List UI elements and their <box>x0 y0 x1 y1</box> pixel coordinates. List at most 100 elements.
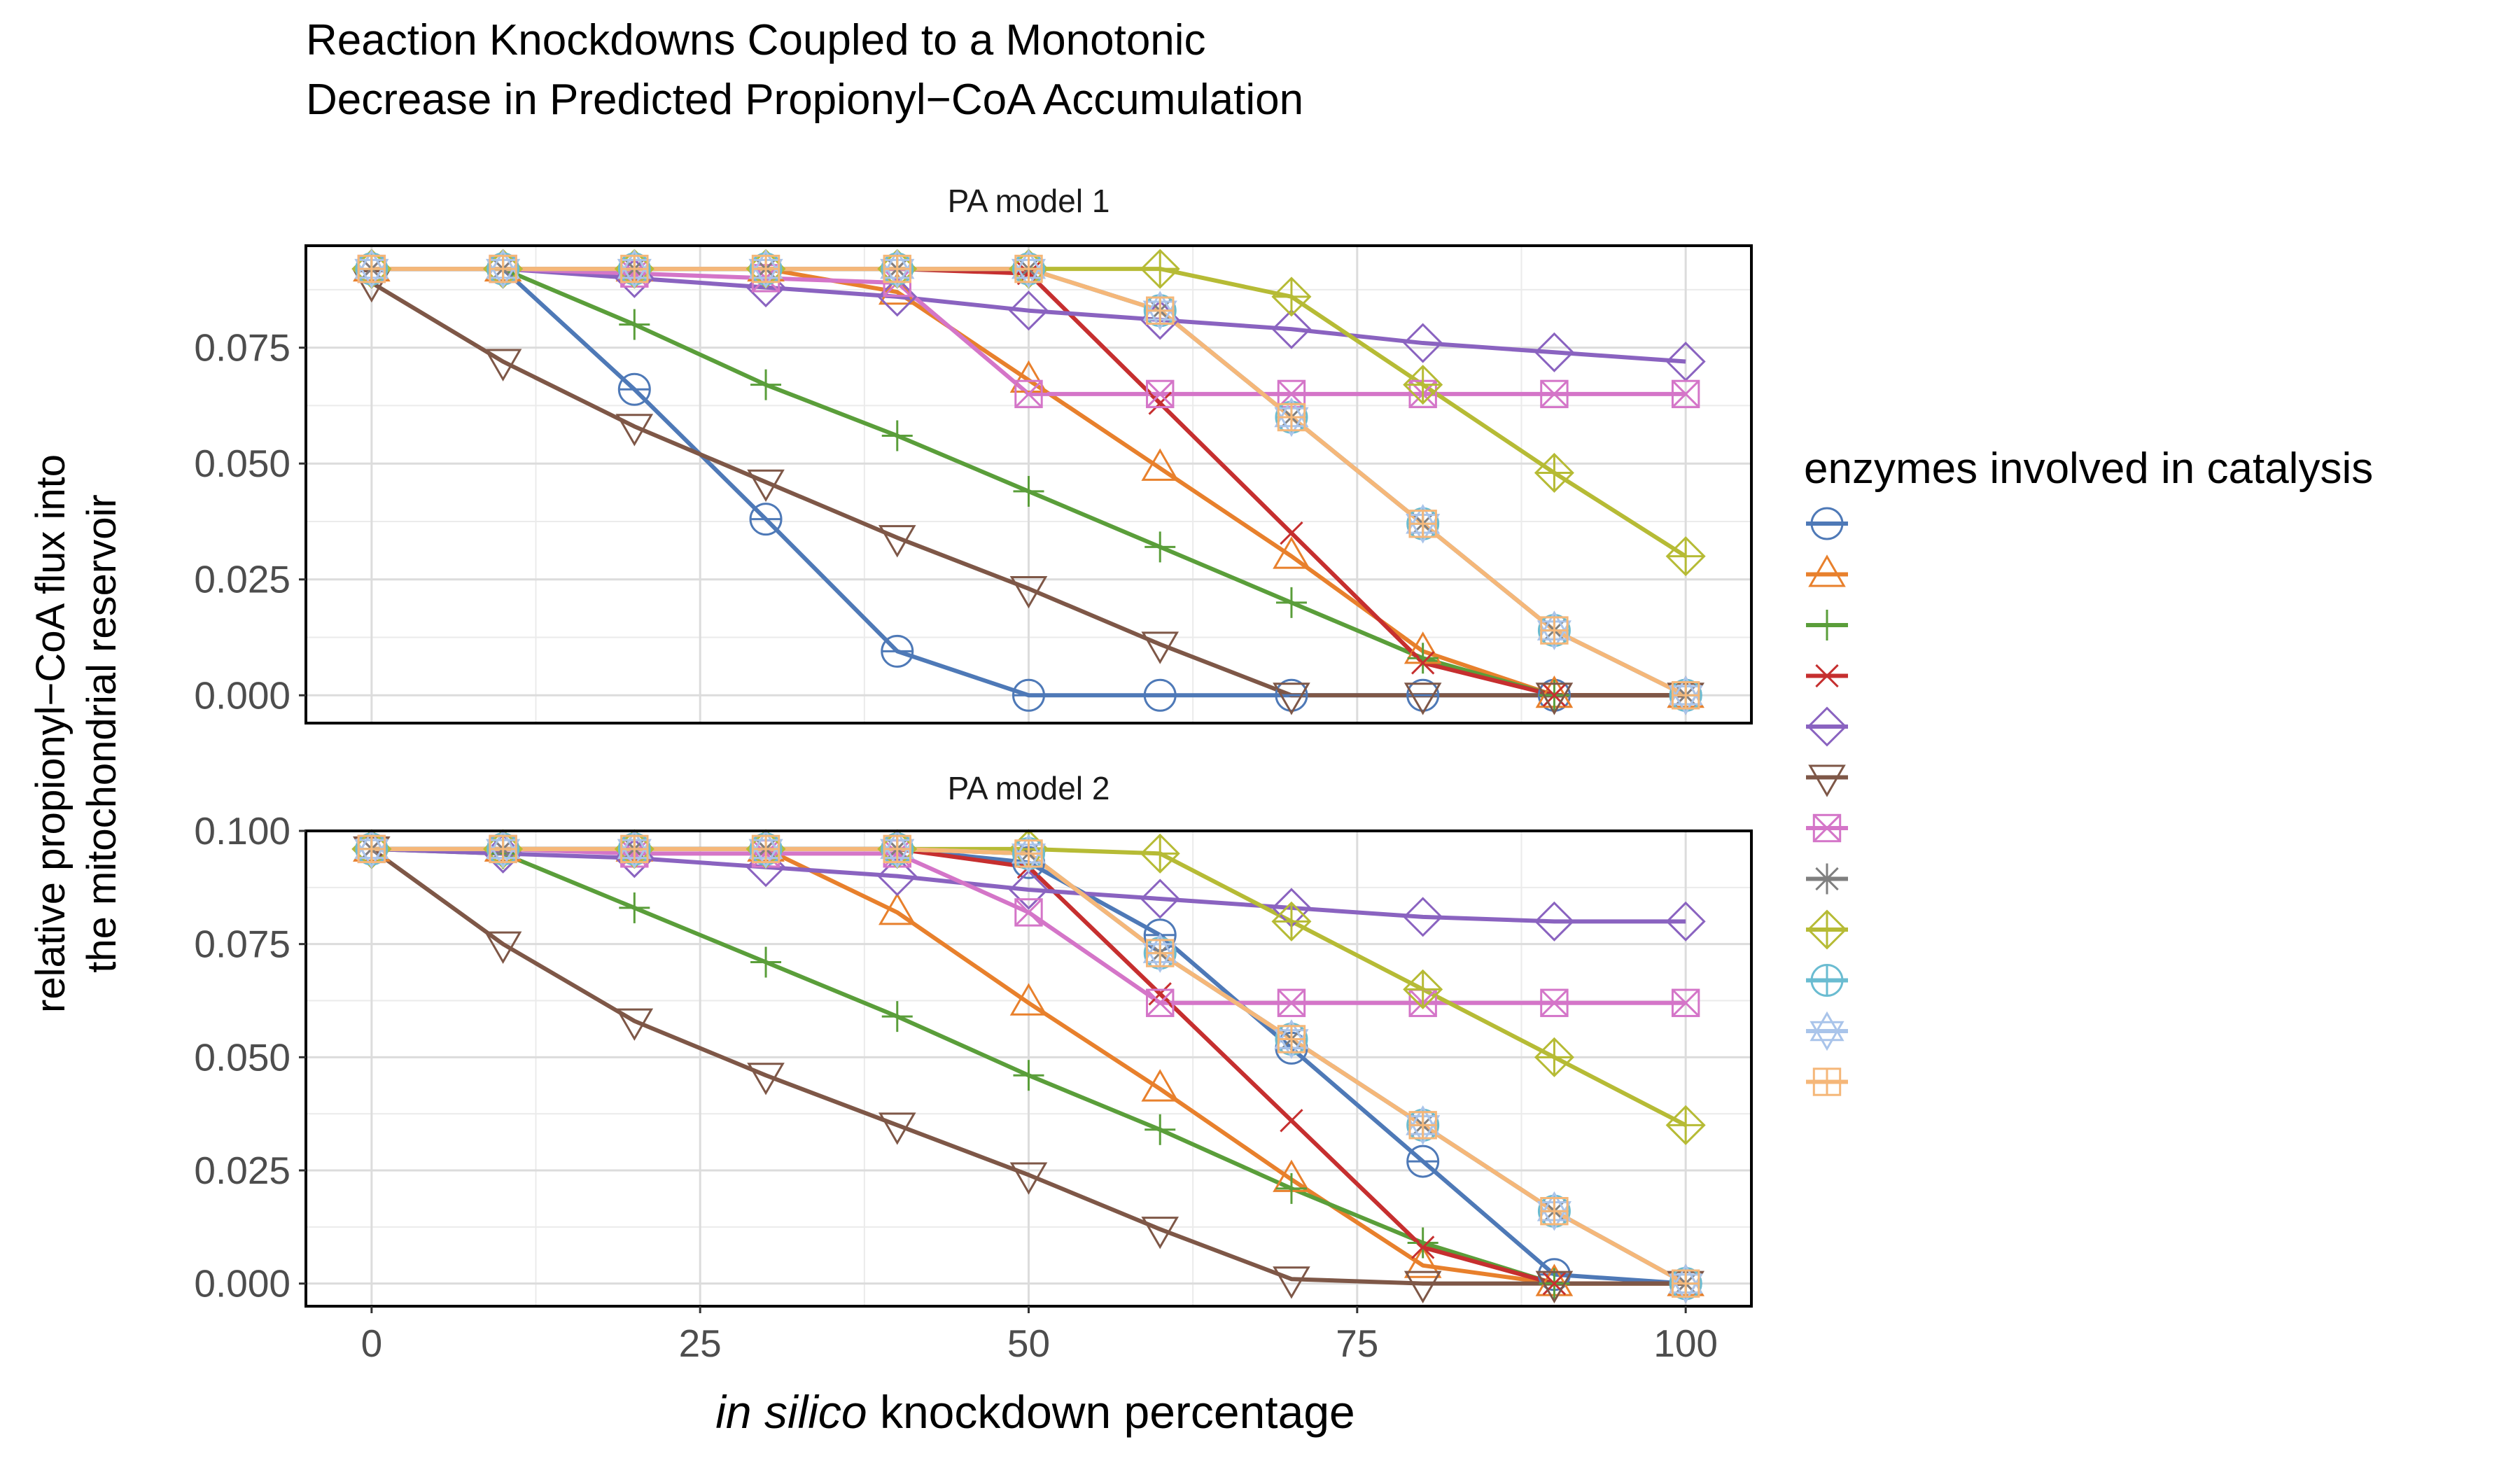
legend-key-7 <box>1806 813 1848 843</box>
y-tick-label: 0.075 <box>194 923 290 966</box>
y-tick-label: 0.000 <box>194 673 290 717</box>
data-point <box>1540 616 1569 645</box>
panel-strip-label: PA model 2 <box>948 770 1110 806</box>
data-point <box>747 1063 785 1096</box>
data-point <box>1148 391 1172 415</box>
data-point <box>1404 1270 1442 1303</box>
data-point <box>878 1112 916 1145</box>
data-point <box>1671 988 1700 1017</box>
data-point <box>751 254 780 284</box>
data-point <box>1403 323 1443 363</box>
x-axis-title-italic: in silico <box>715 1386 867 1438</box>
x-tick-label: 75 <box>1336 1322 1378 1365</box>
data-point <box>878 892 916 925</box>
x-axis-title-rest: knockdown percentage <box>867 1386 1355 1438</box>
data-point <box>615 414 654 447</box>
y-tick-label: 0.000 <box>194 1262 290 1306</box>
data-point <box>620 254 649 284</box>
data-point <box>1280 521 1303 545</box>
data-point <box>1407 1227 1438 1259</box>
data-point <box>1665 901 1706 941</box>
data-point <box>1009 360 1048 393</box>
data-point <box>1404 1245 1442 1278</box>
data-point <box>619 892 650 923</box>
data-point <box>751 834 780 864</box>
series-5 <box>371 267 1686 364</box>
data-point <box>1411 1236 1435 1259</box>
panel-1: PA model 1 0.000 0.025 0.050 0.075 <box>194 183 1753 724</box>
data-point <box>1146 296 1175 325</box>
series-5 <box>371 846 1686 924</box>
data-point <box>1280 1109 1303 1133</box>
data-point <box>1540 988 1569 1017</box>
data-point <box>489 254 517 284</box>
data-point <box>1535 1270 1574 1303</box>
x-tick-label: 100 <box>1653 1322 1718 1365</box>
data-point <box>1273 536 1310 569</box>
data-point <box>1275 1172 1307 1204</box>
series-12-markers <box>357 254 1700 710</box>
data-point <box>1542 1271 1567 1296</box>
data-point <box>1009 575 1048 609</box>
data-point <box>1144 531 1176 563</box>
panel-strip-label: PA model 1 <box>948 183 1110 219</box>
data-point <box>1014 379 1043 409</box>
data-point <box>883 834 911 864</box>
legend-key-2 <box>1806 554 1848 587</box>
legend-key-12 <box>1806 1068 1848 1096</box>
data-point <box>617 372 651 406</box>
data-point <box>877 856 918 897</box>
series-line <box>371 846 1686 924</box>
data-point <box>357 834 386 864</box>
data-point <box>881 634 914 668</box>
data-point <box>1141 631 1180 664</box>
data-point <box>1403 969 1443 1009</box>
data-point <box>1408 510 1437 538</box>
data-point <box>1014 254 1043 284</box>
data-point <box>1403 897 1443 937</box>
data-point <box>1144 1114 1176 1145</box>
legend-key-5 <box>1806 706 1848 747</box>
series-6 <box>370 847 1686 1286</box>
data-point <box>1146 379 1175 409</box>
data-point <box>1273 682 1310 715</box>
series-6 <box>370 281 1686 698</box>
data-point <box>1671 379 1700 409</box>
legend-keys <box>1806 507 1848 1096</box>
data-point <box>1014 898 1043 927</box>
data-point <box>615 1008 654 1041</box>
panel-border <box>304 244 1753 724</box>
data-point <box>1277 988 1306 1017</box>
y-tick-label: 0.050 <box>194 442 290 485</box>
x-tick-label: 0 <box>361 1322 383 1365</box>
data-point <box>1275 587 1307 618</box>
legend-key-9 <box>1806 909 1848 950</box>
data-point <box>1403 365 1443 405</box>
data-point <box>1271 276 1312 317</box>
data-point <box>1534 1037 1574 1077</box>
y-tick-label: 0.075 <box>194 326 290 370</box>
data-point <box>1271 309 1312 349</box>
data-point <box>1411 651 1435 675</box>
legend-key-11 <box>1806 1011 1848 1051</box>
data-point <box>1013 1060 1044 1091</box>
series-line <box>370 281 1686 698</box>
data-point <box>750 369 782 400</box>
series-line <box>371 267 1686 364</box>
data-point <box>878 525 916 558</box>
legend-title: enzymes involved in catalysis <box>1804 444 2373 493</box>
data-point <box>750 946 782 978</box>
legend-key-4 <box>1806 664 1848 688</box>
series-line <box>370 847 1686 1286</box>
data-point <box>1534 452 1574 493</box>
data-point <box>1146 939 1175 967</box>
data-point <box>1140 248 1180 289</box>
data-point <box>1148 982 1172 1006</box>
data-point <box>1012 678 1045 712</box>
data-point <box>1665 536 1706 577</box>
legend-key-1 <box>1806 507 1848 540</box>
panel-2: PA model 2 0.000 0.025 0.050 0.075 0.100 0 25 50… <box>194 770 1753 1365</box>
x-tick-label: 25 <box>679 1322 722 1365</box>
legend-key-6 <box>1806 764 1848 797</box>
